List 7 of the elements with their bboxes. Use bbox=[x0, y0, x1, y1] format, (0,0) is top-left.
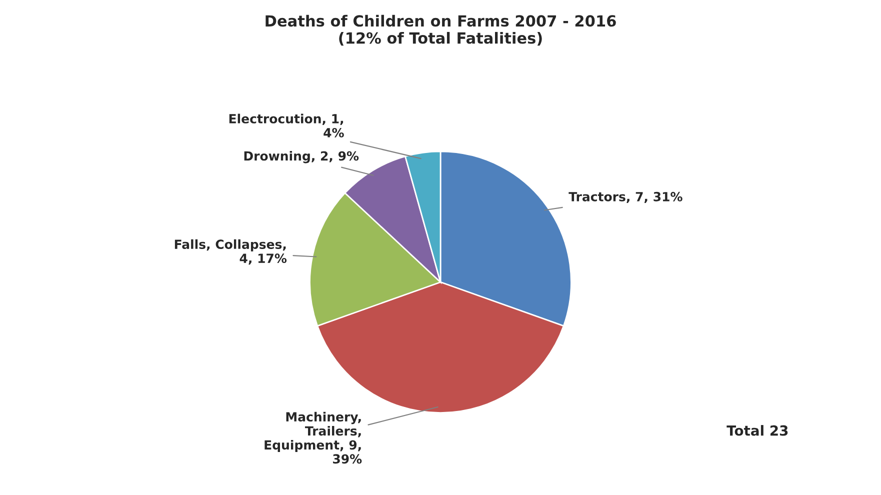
text: Total 23 bbox=[726, 425, 788, 436]
slice-label: Electrocution, 1, 4% bbox=[229, 114, 344, 138]
slice-label: Tractors, 7, 31% bbox=[568, 192, 682, 203]
slice-label: Drowning, 2, 9% bbox=[244, 151, 359, 164]
slice-label: Machinery, Trailers, Equipment, 9, 39% bbox=[264, 412, 362, 464]
slice-label: Falls, Collapses, 4, 17% bbox=[174, 239, 287, 265]
chart-title: Deaths of Children on Farms 2007 - 2016 (12% of Total Fatalities) bbox=[266, 14, 616, 46]
